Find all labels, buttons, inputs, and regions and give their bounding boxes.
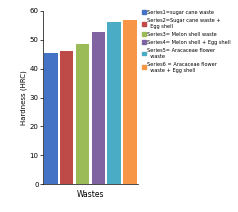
Bar [123, 20, 137, 184]
Legend: Series1=sugar cane waste, Series2=Sugar cane waste +
  Egg shell, Series3= Melon: Series1=sugar cane waste, Series2=Sugar … [142, 10, 232, 73]
Bar [76, 44, 89, 184]
Bar [60, 51, 73, 184]
Bar [108, 22, 121, 184]
Bar [44, 53, 58, 184]
X-axis label: Wastes: Wastes [77, 190, 104, 199]
Bar [92, 32, 105, 184]
Y-axis label: Hardness (HRC): Hardness (HRC) [20, 70, 27, 125]
